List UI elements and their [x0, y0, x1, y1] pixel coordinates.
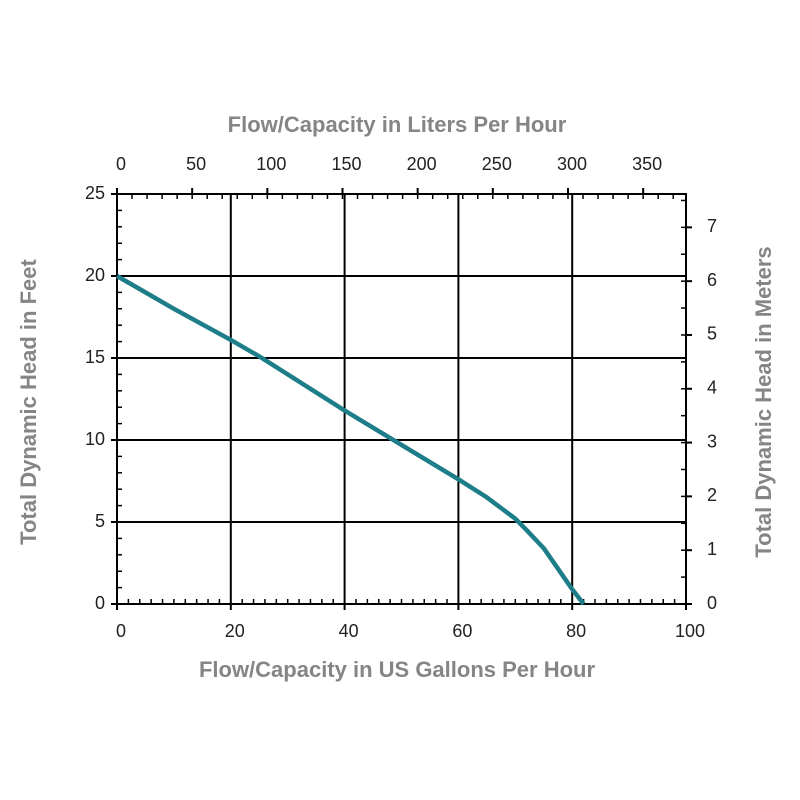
y-tick-label: 25: [85, 183, 105, 203]
y-tick-label: 5: [95, 511, 105, 531]
x2-tick-label: 300: [557, 154, 587, 174]
y2-tick-label: 0: [707, 593, 717, 613]
x2-tick-label: 200: [407, 154, 437, 174]
y2-tick-label: 1: [707, 539, 717, 559]
x-tick-label: 80: [566, 621, 586, 641]
x-tick-label: 100: [675, 621, 705, 641]
x2-tick-label: 100: [256, 154, 286, 174]
x2-tick-label: 150: [331, 154, 361, 174]
x2-tick-label: 0: [116, 154, 126, 174]
y-axis-title: Total Dynamic Head in Feet: [16, 258, 41, 544]
curve: [115, 274, 586, 606]
x-tick-label: 0: [116, 621, 126, 641]
y2-tick-label: 2: [707, 485, 717, 505]
x2-tick-label: 50: [186, 154, 206, 174]
x-axis-title: Flow/Capacity in US Gallons Per Hour: [199, 657, 596, 682]
y2-tick-label: 7: [707, 216, 717, 236]
y2-tick-label: 4: [707, 378, 717, 398]
x-tick-label: 60: [452, 621, 472, 641]
y-tick-label: 15: [85, 347, 105, 367]
x2-axis-title: Flow/Capacity in Liters Per Hour: [228, 112, 567, 137]
x2-tick-label: 250: [482, 154, 512, 174]
y2-axis-title: Total Dynamic Head in Meters: [751, 246, 776, 557]
x-tick-label: 20: [225, 621, 245, 641]
y-tick-label: 0: [95, 593, 105, 613]
y2-tick-label: 6: [707, 270, 717, 290]
x-tick-label: 40: [339, 621, 359, 641]
x2-tick-label: 350: [632, 154, 662, 174]
y-tick-label: 10: [85, 429, 105, 449]
y-tick-label: 20: [85, 265, 105, 285]
y2-tick-label: 5: [707, 324, 717, 344]
plot-frame: [116, 193, 687, 605]
y2-tick-label: 3: [707, 431, 717, 451]
